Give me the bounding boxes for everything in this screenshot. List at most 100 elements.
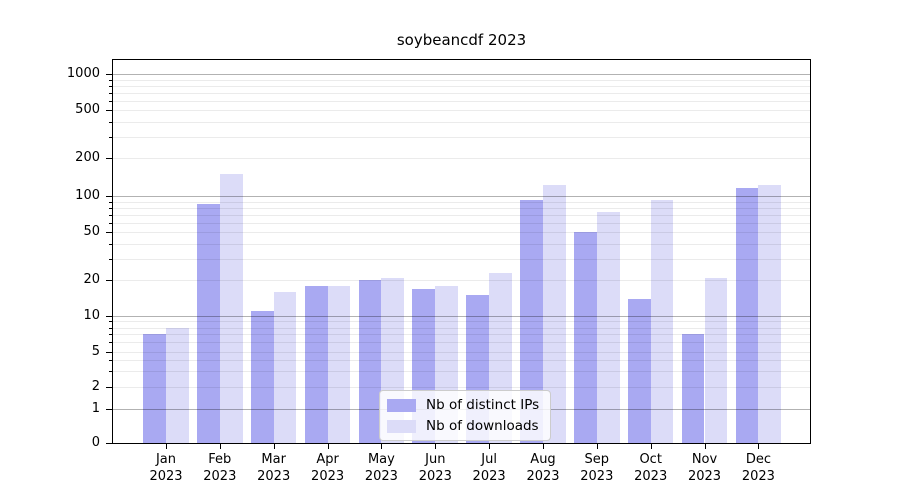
bar-distinct-ips-aug <box>520 199 543 443</box>
x-tick-mark-may <box>381 444 383 449</box>
x-tick-mark-nov <box>704 444 706 449</box>
gridline-minor-4 <box>113 360 810 362</box>
y-tick-mark-minor-30 <box>109 258 112 260</box>
x-tick-mark-dec <box>758 444 760 449</box>
x-tick-label-jun: Jun 2023 <box>418 452 452 484</box>
y-tick-mark-minor-7 <box>109 334 112 336</box>
y-tick-mark-minor-700 <box>109 92 112 94</box>
legend-label-downloads: Nb of downloads <box>426 418 539 434</box>
gridline-minor-400 <box>113 122 810 123</box>
bar-downloads-nov <box>704 277 728 443</box>
bar-distinct-ips-nov <box>681 334 705 443</box>
gridline-minor-600 <box>113 100 810 102</box>
gridline-minor-300 <box>113 137 810 139</box>
gridline-minor-60 <box>113 222 810 224</box>
y-tick-mark-minor-90 <box>109 201 112 203</box>
x-tick-mark-aug <box>543 444 544 449</box>
bar-distinct-ips-oct <box>627 298 651 443</box>
y-tick-mark-minor-80 <box>109 207 112 209</box>
x-tick-label-aug: Aug 2023 <box>526 452 560 484</box>
y-tick-mark-minor-8 <box>109 327 112 329</box>
bar-downloads-mar <box>273 291 297 443</box>
y-tick-mark-minor-400 <box>109 122 112 123</box>
y-tick-mark-minor-600 <box>109 100 112 102</box>
bar-distinct-ips-feb <box>197 204 220 443</box>
y-tick-mark-200 <box>106 158 112 160</box>
x-tick-label-jan: Jan 2023 <box>149 452 183 484</box>
y-tick-label-50: 50 <box>83 224 100 239</box>
y-tick-mark-minor-6 <box>109 342 112 344</box>
y-tick-mark-minor-70 <box>109 214 112 216</box>
y-tick-label-10: 10 <box>83 308 100 323</box>
y-tick-mark-minor-3 <box>109 371 112 373</box>
gridline-major-1000 <box>113 74 810 76</box>
gridline-minor-500 <box>113 110 810 112</box>
bar-distinct-ips-sep <box>574 232 597 443</box>
gridline-minor-50 <box>113 232 810 233</box>
x-tick-mark-jun <box>435 444 437 449</box>
gridline-minor-900 <box>113 79 810 81</box>
x-tick-mark-feb <box>219 444 221 449</box>
y-tick-label-500: 500 <box>75 102 100 118</box>
gridline-minor-40 <box>113 243 810 245</box>
x-tick-label-dec: Dec 2023 <box>741 452 775 484</box>
gridline-minor-90 <box>113 201 810 203</box>
y-tick-label-200: 200 <box>75 150 100 166</box>
x-tick-label-jul: Jul 2023 <box>472 452 506 484</box>
x-tick-label-apr: Apr 2023 <box>311 452 345 484</box>
x-tick-label-oct: Oct 2023 <box>634 452 668 484</box>
y-tick-mark-minor-40 <box>109 243 112 245</box>
gridline-minor-6 <box>113 342 810 344</box>
gridline-minor-8 <box>113 327 810 329</box>
y-tick-mark-50 <box>106 232 112 233</box>
y-tick-mark-1 <box>106 409 112 410</box>
bar-downloads-feb <box>219 173 243 443</box>
bar-distinct-ips-jan <box>143 334 166 443</box>
gridline-minor-20 <box>113 280 810 282</box>
y-tick-mark-10 <box>106 316 112 317</box>
x-tick-label-nov: Nov 2023 <box>687 452 722 484</box>
y-tick-mark-minor-9 <box>109 321 112 323</box>
y-tick-mark-20 <box>106 280 112 282</box>
y-tick-label-5: 5 <box>91 343 100 359</box>
y-tick-mark-minor-900 <box>109 79 112 81</box>
y-tick-label-2: 2 <box>91 378 100 394</box>
bar-distinct-ips-apr <box>304 285 328 443</box>
gridline-minor-5 <box>113 351 810 353</box>
y-tick-label-20: 20 <box>83 272 100 288</box>
x-tick-label-mar: Mar 2023 <box>257 452 291 484</box>
legend-label-distinct-ips: Nb of distinct IPs <box>426 397 540 413</box>
gridline-minor-200 <box>113 158 810 160</box>
y-tick-label-0: 0 <box>91 435 100 450</box>
gridline-minor-800 <box>113 85 810 87</box>
bar-downloads-dec <box>758 185 782 443</box>
gridline-minor-3 <box>113 371 810 373</box>
x-tick-label-feb: Feb 2023 <box>203 452 237 484</box>
bar-downloads-jan <box>166 327 189 443</box>
legend-item-downloads: Nb of downloads <box>387 418 539 434</box>
legend-swatch-ips-icon <box>387 398 416 412</box>
gridline-minor-7 <box>113 334 810 336</box>
x-tick-mark-jul <box>489 444 491 449</box>
y-tick-mark-5 <box>106 351 112 353</box>
gridline-minor-700 <box>113 92 810 94</box>
y-tick-label-100: 100 <box>75 188 100 203</box>
y-tick-mark-100 <box>106 196 112 197</box>
bar-downloads-apr <box>327 285 351 443</box>
bar-downloads-sep <box>596 212 620 443</box>
bar-distinct-ips-mar <box>250 311 274 443</box>
y-tick-label-1000: 1000 <box>66 66 100 82</box>
chart-title: soybeancdf 2023 <box>396 31 527 49</box>
y-tick-mark-2 <box>106 386 112 388</box>
bar-downloads-aug <box>543 185 566 443</box>
y-tick-mark-minor-4 <box>109 360 112 362</box>
y-tick-mark-1000 <box>106 74 112 76</box>
gridline-minor-70 <box>113 214 810 216</box>
gridline-major-10 <box>113 316 810 317</box>
x-tick-mark-mar <box>273 444 275 449</box>
gridline-major-100 <box>113 196 810 197</box>
x-tick-label-may: May 2023 <box>364 452 398 484</box>
x-tick-mark-jan <box>166 444 167 449</box>
legend-item-distinct-ips: Nb of distinct IPs <box>387 397 539 413</box>
gridline-minor-2 <box>113 386 810 388</box>
